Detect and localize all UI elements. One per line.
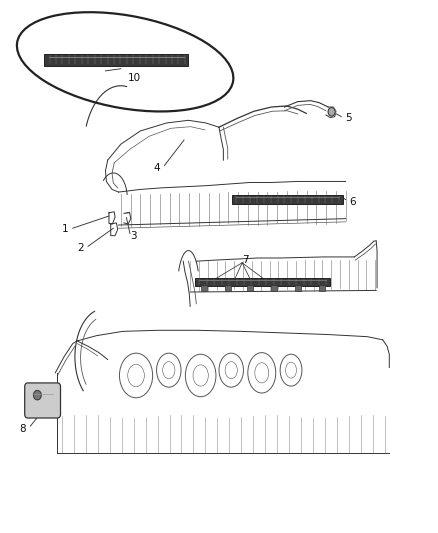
Bar (201, 285, 207, 292)
Text: 10: 10 (128, 73, 141, 83)
Text: 6: 6 (349, 197, 356, 207)
Bar (232, 195, 343, 204)
FancyBboxPatch shape (25, 383, 60, 418)
Text: 1: 1 (62, 224, 68, 235)
Text: 3: 3 (130, 231, 137, 241)
Bar (247, 285, 253, 292)
Text: 7: 7 (242, 255, 249, 265)
Bar (44, 54, 188, 66)
Text: 5: 5 (345, 112, 351, 123)
Bar (195, 278, 330, 286)
Text: 8: 8 (19, 424, 26, 434)
Bar (318, 285, 325, 292)
Bar (271, 285, 277, 292)
Bar (294, 285, 300, 292)
Text: 2: 2 (77, 243, 84, 253)
Text: 4: 4 (153, 163, 160, 173)
Bar (225, 285, 231, 292)
Text: 9: 9 (25, 395, 31, 406)
Circle shape (33, 390, 41, 400)
Circle shape (328, 108, 335, 116)
